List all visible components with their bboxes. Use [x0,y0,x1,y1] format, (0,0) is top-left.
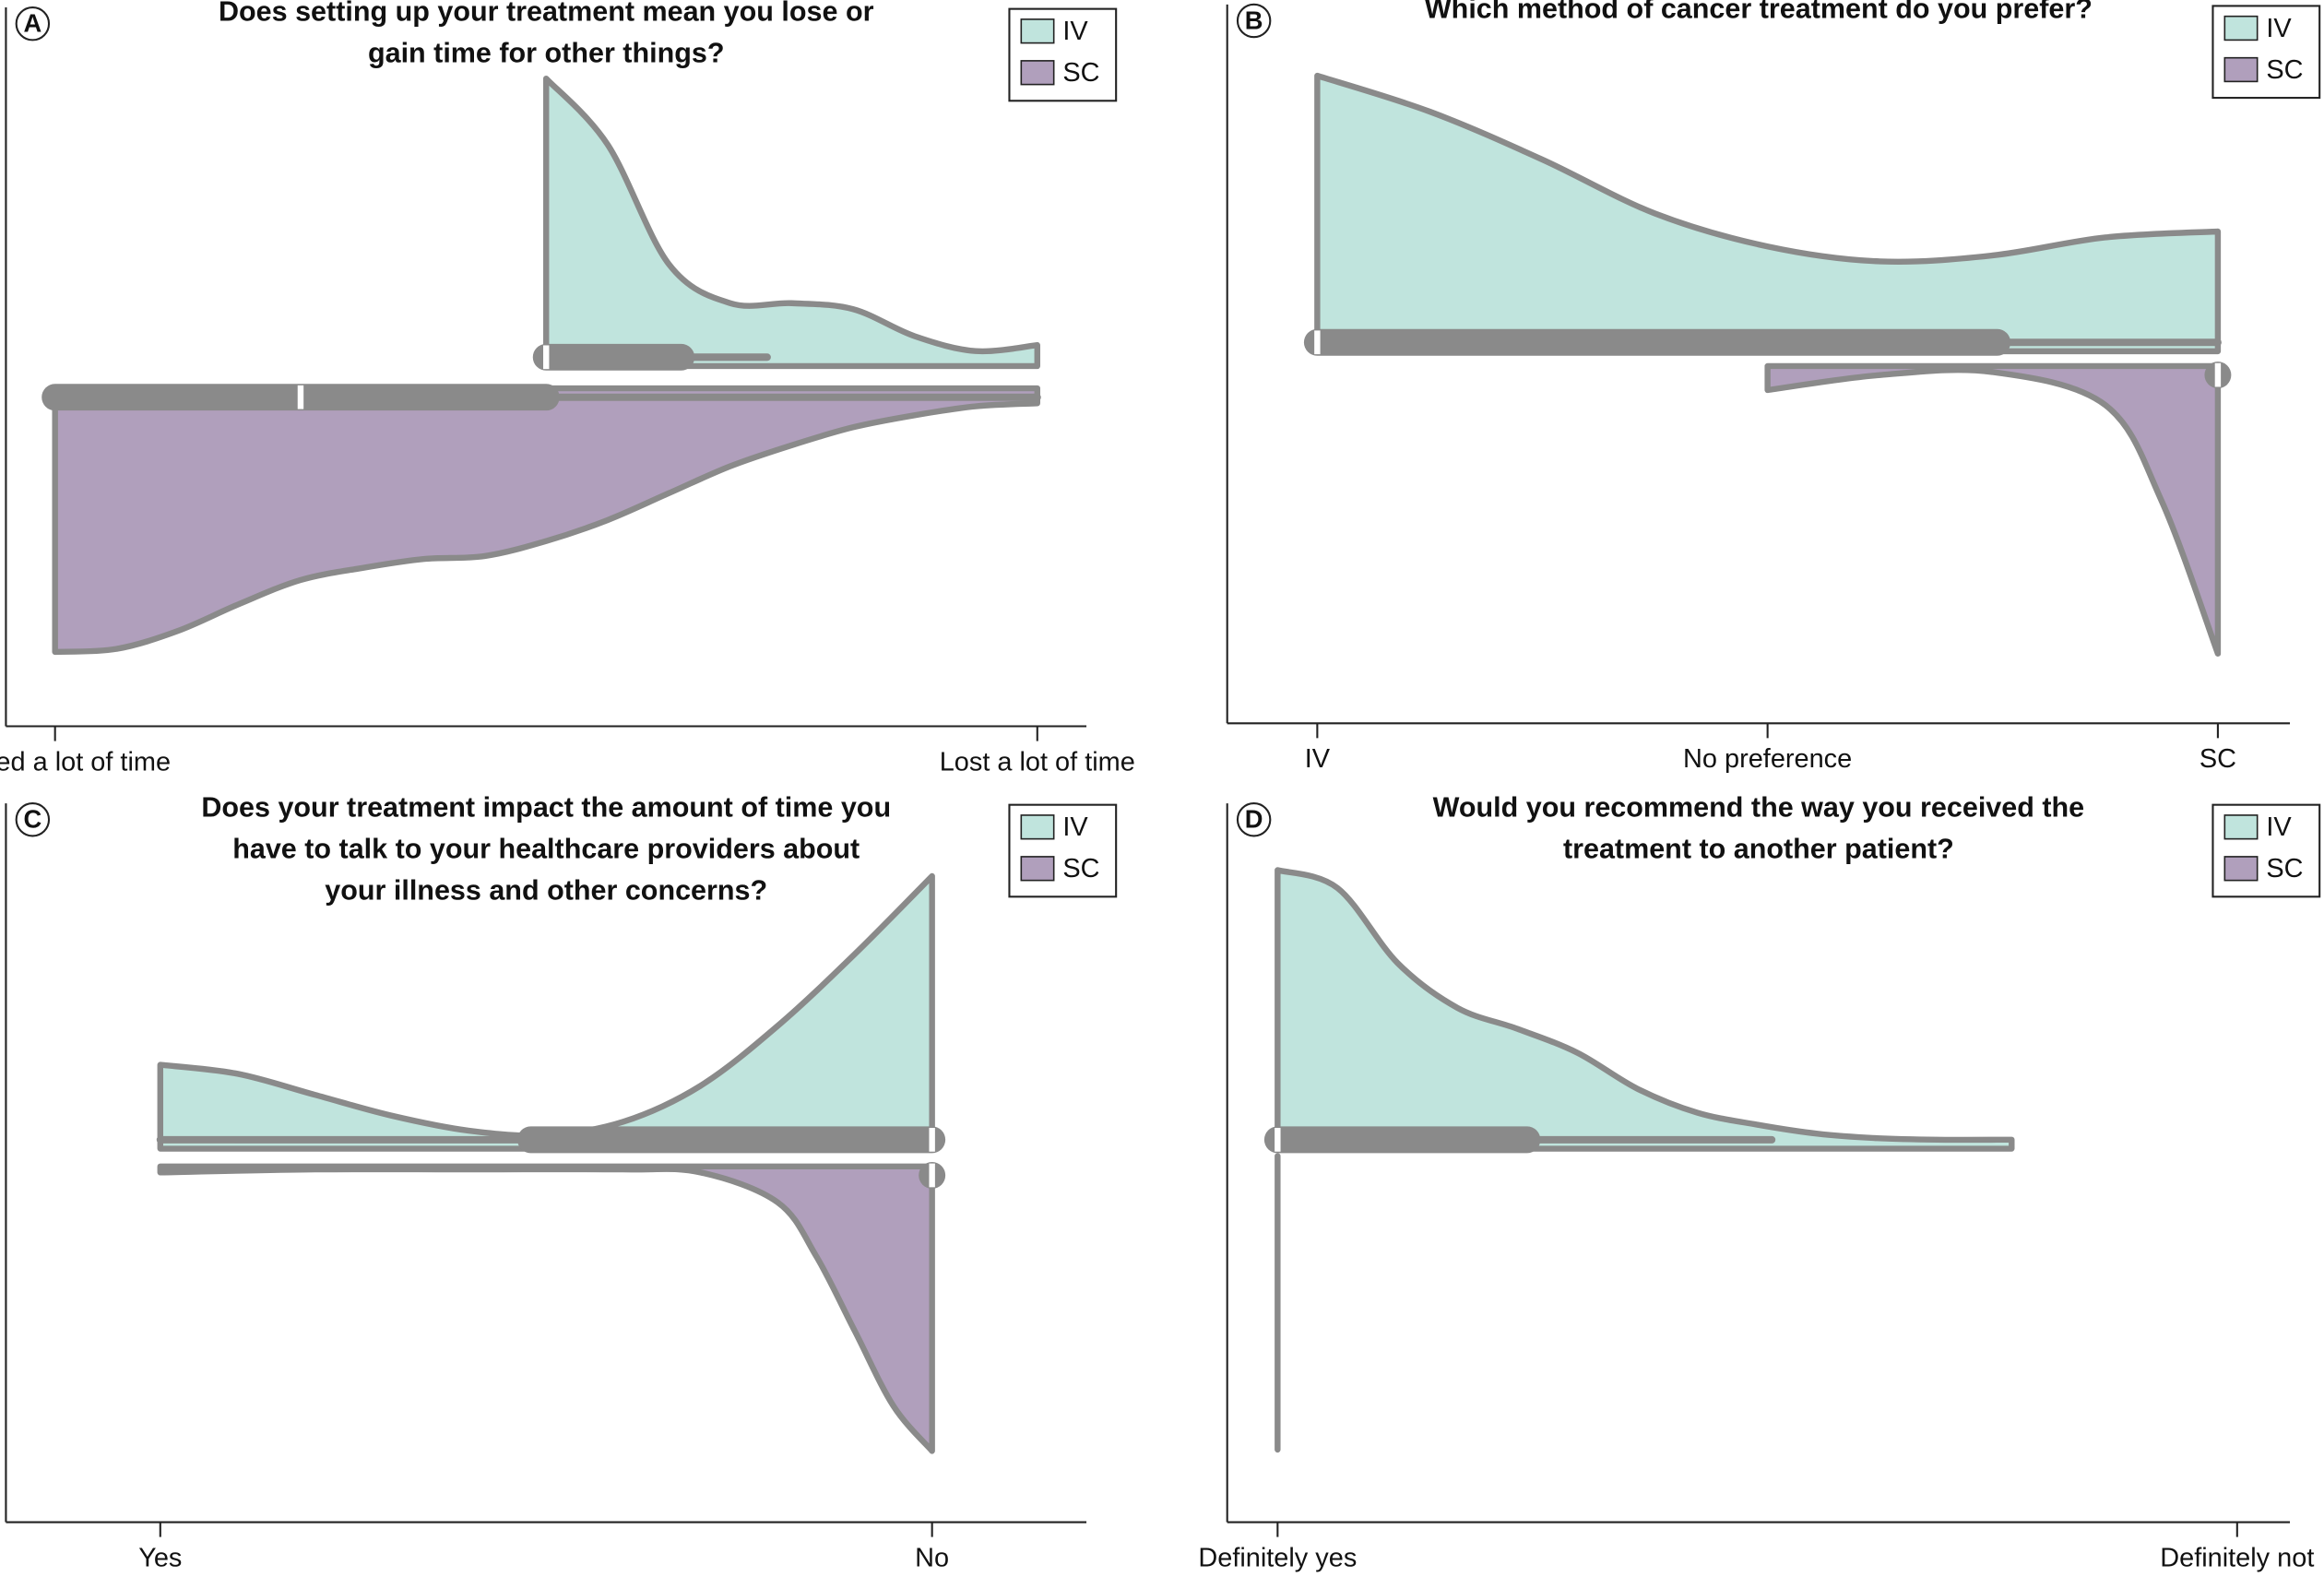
box-median [929,1128,935,1152]
violin-half [1764,362,2222,657]
violin-half [1275,867,2015,1152]
violin-half [543,75,1040,370]
panel-badge [1236,3,1272,39]
legend-swatch [1020,814,1055,840]
box-median [2214,362,2222,387]
legend-swatch [2223,814,2259,840]
legend-swatch [2223,15,2259,42]
legend-label: IV [1062,812,1088,842]
legend-swatch [1020,18,1055,44]
chart-title: gain time for other things? [368,38,725,69]
legend-swatch [2223,856,2259,882]
box-median [297,385,304,409]
x-tick-label: Yes [138,1543,182,1572]
panel-label: C [23,805,42,834]
x-tick-label: No [915,1543,949,1572]
legend-label: SC [1062,854,1099,883]
panel-label: A [23,9,42,38]
chart-title: Does your treatment impact the amount of… [201,792,891,824]
box-median [543,345,550,370]
panel-badge [15,6,51,42]
panel-label: D [1245,805,1263,834]
legend-label: SC [2266,55,2303,85]
legend-swatch [1020,60,1055,86]
legend-label: IV [1062,17,1088,46]
legend-label: IV [2266,812,2292,842]
panel-label: B [1245,6,1263,34]
legend-swatch [2223,56,2259,83]
panel: Gained a lot of time Lost a lot of time Do… [0,0,1135,777]
legend-label: SC [1062,58,1099,88]
violin-half [1314,72,2222,355]
violin-half [157,872,935,1152]
panel-badge [15,802,51,837]
x-tick-label: Definitely not [2160,1543,2314,1572]
x-tick-label: IV [1305,744,1331,774]
panel: Definitely yes Definitely not Would you re… [1198,792,2321,1572]
chart-title: Does setting up your treatment mean you … [219,0,874,28]
x-tick-label: SC [2200,744,2236,774]
chart-title: treatment to another patient? [1563,834,1954,865]
chart-title: Which method of cancer treatment do you … [1425,0,2093,24]
x-tick-label: No preference [1683,744,1852,774]
violin-half [52,385,1040,656]
box-median [1314,330,1321,355]
chart-title: Would you recommend the way you received… [1433,792,2085,824]
x-tick-label: Lost a lot of time [940,747,1135,777]
box-median [929,1163,935,1188]
chart-title: your illness and other concerns? [325,875,767,907]
panel-badge [1236,802,1272,837]
box-median [1275,1128,1281,1152]
chart-title: have to talk to your healthcare provider… [232,834,860,865]
panel: IV No preference SC Which method of cancer … [1226,0,2321,774]
violin-half [157,1163,935,1454]
legend-swatch [1020,856,1055,882]
panel: Yes No Does your treatment impact the amou… [5,792,1118,1572]
legend-label: SC [2266,854,2303,883]
x-tick-label: Definitely yes [1198,1543,1357,1572]
x-tick-label: Gained a lot of time [0,747,171,777]
legend-label: IV [2266,14,2292,43]
